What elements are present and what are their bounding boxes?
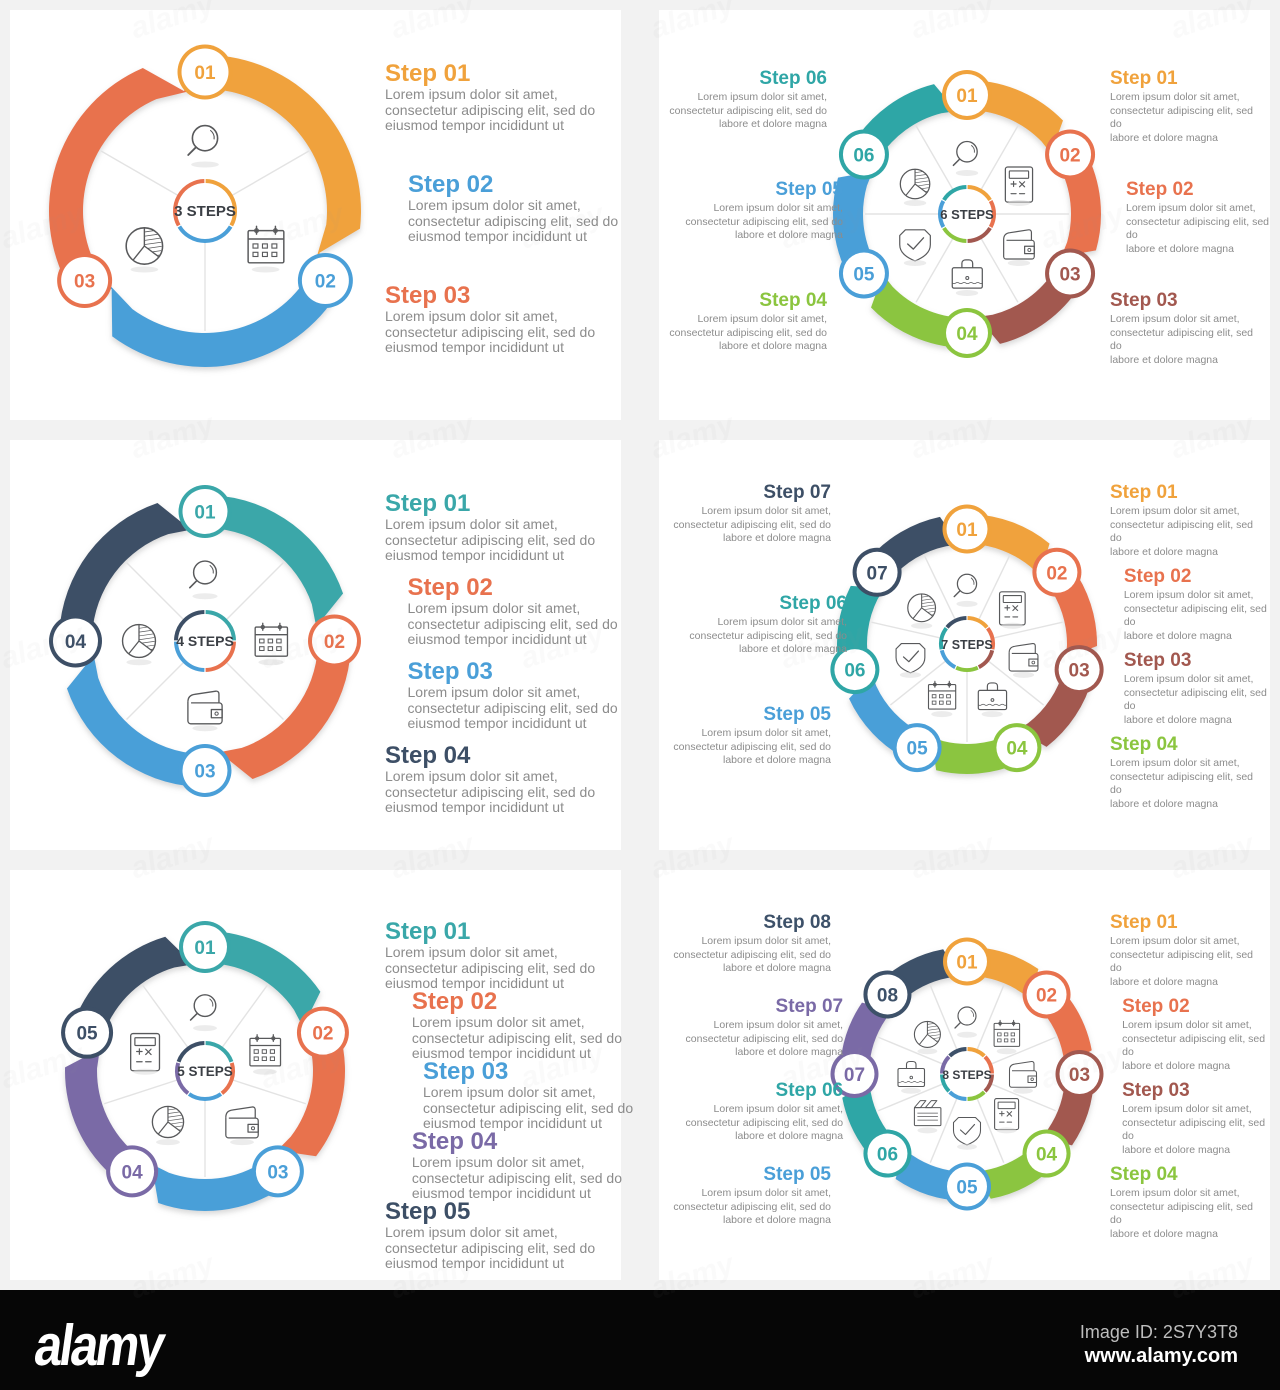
svg-text:01: 01 [194,938,216,959]
svg-text:03: 03 [1059,265,1080,286]
svg-text:05: 05 [76,1024,98,1045]
svg-text:06: 06 [853,146,874,167]
svg-text:02: 02 [1036,985,1057,1006]
svg-text:03: 03 [194,762,215,783]
svg-text:02: 02 [324,632,345,653]
svg-text:04: 04 [65,632,87,653]
svg-text:02: 02 [1059,146,1080,167]
svg-text:05: 05 [853,265,875,286]
svg-text:08: 08 [877,985,898,1006]
svg-text:02: 02 [312,1024,333,1045]
svg-text:07: 07 [844,1065,865,1086]
svg-text:07: 07 [867,563,888,584]
svg-text:03: 03 [74,272,95,293]
svg-text:06: 06 [877,1145,898,1166]
svg-text:04: 04 [122,1162,144,1183]
svg-text:03: 03 [1069,1065,1090,1086]
svg-text:01: 01 [956,953,978,974]
svg-text:7 STEPS: 7 STEPS [941,638,992,652]
svg-text:05: 05 [907,739,929,760]
svg-text:8 STEPS: 8 STEPS [942,1068,991,1082]
svg-text:04: 04 [1006,739,1028,760]
svg-text:6 STEPS: 6 STEPS [940,207,994,222]
svg-text:01: 01 [194,63,216,84]
svg-text:04: 04 [1036,1145,1058,1166]
svg-text:05: 05 [956,1178,978,1199]
svg-text:06: 06 [844,661,865,682]
svg-text:4 STEPS: 4 STEPS [176,633,234,649]
svg-text:02: 02 [315,272,336,293]
svg-text:03: 03 [267,1162,288,1183]
svg-text:04: 04 [956,324,978,345]
svg-text:03: 03 [1069,661,1090,682]
svg-text:02: 02 [1046,563,1067,584]
svg-text:01: 01 [194,503,216,524]
svg-text:01: 01 [956,520,978,541]
svg-text:3 STEPS: 3 STEPS [174,203,236,220]
svg-text:5 STEPS: 5 STEPS [177,1064,233,1079]
svg-text:01: 01 [956,86,978,107]
